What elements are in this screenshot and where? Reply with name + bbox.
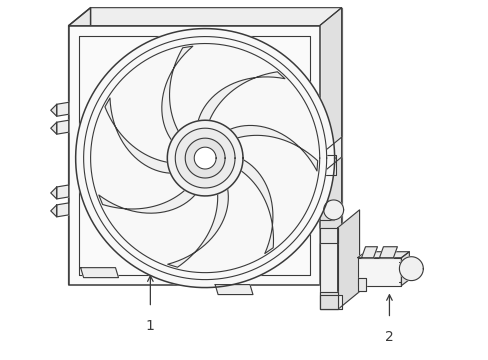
Polygon shape (319, 292, 337, 310)
Polygon shape (319, 294, 341, 310)
Polygon shape (357, 252, 408, 258)
Polygon shape (399, 257, 423, 280)
Polygon shape (51, 205, 57, 217)
Polygon shape (319, 137, 341, 175)
Polygon shape (68, 8, 341, 26)
Polygon shape (68, 26, 319, 285)
Polygon shape (90, 44, 319, 273)
Polygon shape (51, 187, 57, 199)
Polygon shape (79, 36, 309, 275)
Polygon shape (323, 200, 343, 220)
Text: 2: 2 (384, 330, 393, 345)
Polygon shape (57, 120, 68, 134)
Polygon shape (238, 158, 273, 253)
Polygon shape (68, 8, 90, 285)
Polygon shape (81, 268, 118, 278)
Polygon shape (83, 37, 326, 280)
Polygon shape (57, 102, 68, 116)
Polygon shape (361, 247, 377, 258)
Polygon shape (357, 278, 365, 291)
Polygon shape (51, 104, 57, 116)
Polygon shape (105, 98, 173, 173)
Polygon shape (68, 267, 341, 285)
Polygon shape (215, 285, 252, 294)
Polygon shape (401, 252, 408, 285)
Text: 1: 1 (145, 319, 155, 333)
Polygon shape (57, 203, 68, 217)
Polygon shape (167, 185, 228, 267)
Polygon shape (357, 258, 401, 285)
Polygon shape (197, 72, 285, 124)
Polygon shape (175, 128, 235, 188)
Polygon shape (167, 120, 243, 196)
Polygon shape (57, 185, 68, 199)
Polygon shape (162, 46, 192, 143)
Polygon shape (51, 122, 57, 134)
Polygon shape (226, 126, 317, 171)
Polygon shape (319, 155, 335, 175)
Polygon shape (319, 228, 337, 243)
Polygon shape (194, 147, 216, 169)
Polygon shape (76, 28, 334, 288)
Polygon shape (337, 210, 359, 310)
Polygon shape (379, 247, 397, 258)
Polygon shape (90, 8, 341, 267)
Polygon shape (319, 8, 341, 285)
Polygon shape (185, 138, 224, 178)
Polygon shape (319, 228, 337, 310)
Polygon shape (99, 188, 197, 213)
